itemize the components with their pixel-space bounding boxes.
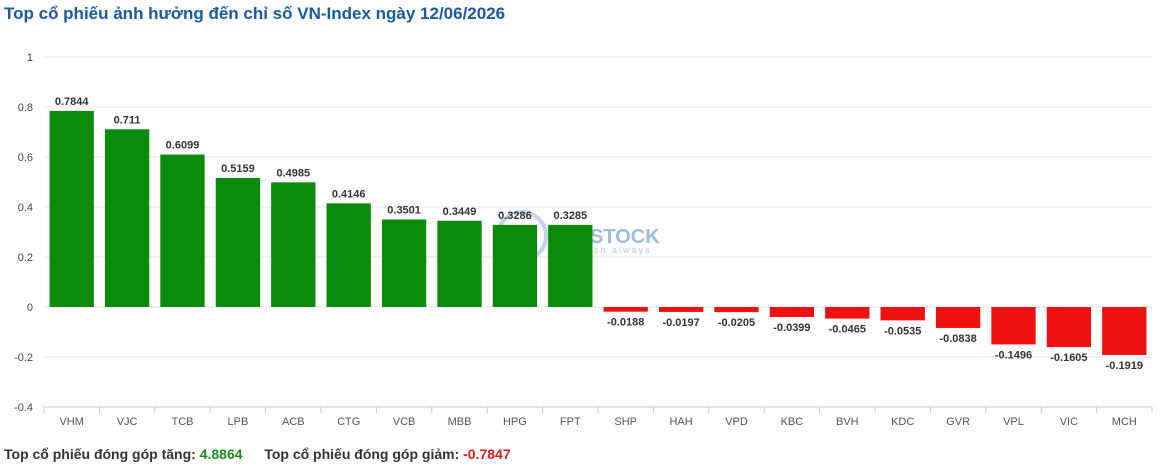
chart-title: Top cổ phiếu ảnh hưởng đến chỉ số VN-Ind… [4, 4, 506, 23]
x-tick-label: VIC [1060, 416, 1078, 428]
y-tick-label: -0.4 [14, 402, 33, 414]
x-tick-label: VHM [59, 416, 83, 428]
bar-ctg [326, 203, 371, 307]
bar-gvr [935, 307, 981, 328]
x-tick-label: TCB [172, 416, 194, 428]
x-tick-label: LPB [228, 416, 249, 428]
x-tick-label: HAH [669, 416, 692, 428]
watermark-subtext: sh always [594, 245, 652, 255]
data-label: 0.3449 [443, 206, 477, 218]
data-label: -0.0197 [662, 317, 699, 329]
bar-mch [1102, 307, 1147, 355]
data-label: -0.0535 [884, 325, 921, 337]
x-tick-label: MCH [1112, 416, 1137, 428]
data-label: 0.4146 [332, 188, 366, 200]
bar-tcb [160, 154, 205, 307]
bar-kbc [769, 307, 815, 317]
bar-shp [603, 307, 648, 312]
x-tick-label: VPL [1003, 416, 1024, 428]
x-tick-label: VCB [393, 416, 416, 428]
watermark-text: STOCK [590, 226, 660, 248]
y-tick-label: 0.8 [18, 102, 33, 114]
data-label: -0.1605 [1050, 352, 1087, 364]
bar-hah [658, 307, 704, 312]
x-tick-label: GVR [946, 416, 970, 428]
y-axis: 1 0.8 0.6 0.4 0.2 0 -0.2 -0.4 [14, 52, 33, 414]
x-tick-label: CTG [337, 416, 360, 428]
y-tick-label: 0.2 [18, 252, 33, 264]
y-tick-label: 0.4 [18, 202, 33, 214]
bar-vic [1046, 307, 1092, 348]
data-label: -0.0205 [718, 317, 755, 329]
bar-hpg [492, 224, 538, 307]
footer-down-label: Top cổ phiếu đóng góp giảm: [264, 446, 460, 462]
y-tick-label: -0.2 [14, 352, 33, 364]
bar-lpb [215, 178, 261, 307]
footer-summary: Top cổ phiếu đóng góp tăng: 4.8864 Top c… [4, 446, 511, 462]
y-tick-label: 0 [27, 302, 33, 314]
data-label: 0.4985 [276, 167, 310, 179]
bar-vpd [714, 307, 759, 313]
bar-vcb [381, 219, 427, 307]
x-tick-label: MBB [448, 416, 472, 428]
bars [49, 110, 1147, 355]
data-labels: 0.7844 0.711 0.6099 0.5159 0.4985 0.4146 0.350… [55, 96, 1143, 372]
data-label: -0.0399 [773, 322, 810, 334]
bar-vhm [49, 110, 94, 308]
x-tick-label: VPD [725, 416, 748, 428]
data-label: 0.3286 [498, 210, 532, 222]
x-tick-label: VJC [117, 416, 138, 428]
data-label: 0.6099 [166, 140, 200, 152]
data-label: 0.7844 [55, 96, 90, 108]
x-tick-label: SHP [614, 416, 637, 428]
bar-kdc [880, 307, 925, 321]
data-label: -0.0838 [939, 333, 976, 345]
data-label: -0.0465 [829, 324, 866, 336]
y-tick-label: 0.6 [18, 152, 33, 164]
x-tick-label: KBC [781, 416, 804, 428]
bar-mbb [437, 220, 482, 307]
y-tick-label: 1 [27, 52, 33, 64]
data-label: 0.711 [114, 114, 141, 126]
x-tick-label: KDC [891, 416, 914, 428]
data-label: 0.3285 [553, 210, 587, 222]
data-label: 0.5159 [221, 163, 255, 175]
bar-acb [271, 182, 316, 307]
x-tick-label: ACB [282, 416, 305, 428]
bar-bvh [825, 307, 870, 319]
bar-vjc [104, 129, 150, 307]
x-tick-label: BVH [836, 416, 859, 428]
footer-down-value: -0.7847 [463, 446, 511, 462]
bar-fpt [548, 224, 593, 307]
footer-up-label: Top cổ phiếu đóng góp tăng: [4, 446, 196, 462]
data-label: -0.1919 [1106, 360, 1143, 372]
x-tick-label: HPG [503, 416, 527, 428]
x-tick-label: FPT [560, 416, 581, 428]
x-axis: VHM VJC TCB LPB ACB CTG VCB MBB HPG FPT SHP HAH VPD K… [43, 406, 1153, 428]
data-label: -0.0188 [607, 317, 644, 329]
footer-up-value: 4.8864 [199, 446, 243, 462]
data-label: 0.3501 [387, 204, 421, 216]
bar-vpl [991, 307, 1036, 345]
data-label: -0.1496 [995, 349, 1032, 361]
